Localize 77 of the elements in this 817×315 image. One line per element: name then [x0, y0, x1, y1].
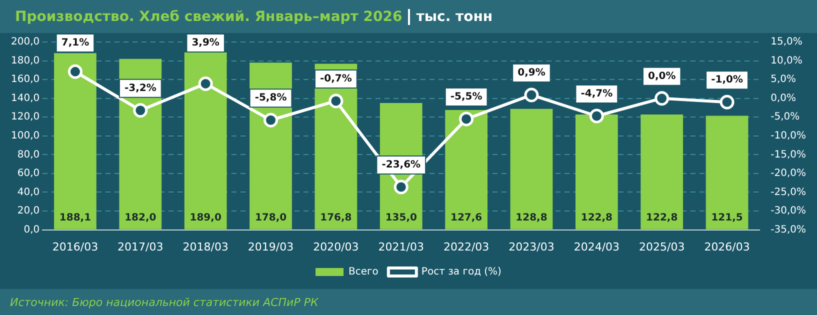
point	[68, 64, 82, 79]
y2-tick-label: -5,0%	[770, 112, 800, 123]
data-label: -1,0%	[711, 74, 743, 86]
data-label: 128,8	[516, 212, 548, 224]
data-label: 0,0%	[648, 70, 676, 82]
point	[654, 91, 670, 106]
point	[133, 103, 148, 118]
data-label: -3,2%	[124, 82, 156, 94]
point	[459, 112, 474, 126]
point	[720, 94, 734, 110]
y-tick-label: 140,0	[10, 92, 40, 104]
point	[394, 180, 408, 194]
x-tick-label: 2022/03	[443, 240, 490, 254]
data-label: -5,8%	[254, 92, 287, 104]
x-tick-label: 2017/03	[118, 240, 164, 254]
y2-tick-label: -35,0%	[770, 224, 806, 236]
data-label: 7,1%	[61, 38, 90, 49]
x-tick-label: 2023/03	[508, 240, 554, 254]
y-tick-label: 40,0	[17, 186, 40, 198]
data-label: 127,6	[450, 212, 482, 224]
point	[524, 88, 539, 102]
y2-tick-label: -10,0%	[770, 130, 806, 142]
legend-label: Рост за год (%)	[421, 266, 502, 278]
x-tick-label: 2016/03	[52, 240, 98, 254]
chart-subtitle: тыс. тонн	[416, 8, 493, 24]
y-tick-label: 0,0	[24, 224, 40, 236]
x-tick-label: 2018/03	[182, 240, 228, 254]
bar	[640, 114, 684, 230]
x-tick-label: 2025/03	[639, 240, 685, 254]
data-label: -23,6%	[382, 160, 421, 171]
data-label: 3,9%	[192, 38, 220, 49]
data-label: 176,8	[320, 212, 352, 224]
y2-tick-label: -30,0%	[770, 206, 806, 217]
legend-label: Всего	[348, 266, 378, 278]
x-tick-label: 2019/03	[248, 240, 294, 254]
data-label: 122,8	[580, 212, 613, 224]
data-label: 189,0	[190, 212, 222, 224]
x-tick-label: 2026/03	[704, 240, 750, 254]
data-label: 121,5	[711, 212, 743, 224]
y-tick-label: 60,0	[17, 168, 40, 180]
bar	[445, 110, 488, 230]
data-label: 122,8	[646, 212, 678, 224]
y2-tick-label: -25,0%	[770, 186, 806, 198]
chart-title: Производство. Хлеб свежий. Январь–март 2026	[15, 8, 402, 24]
y2-tick-label: -20,0%	[770, 168, 806, 180]
x-tick-label: 2021/03	[378, 240, 424, 254]
y-tick-label: 100,0	[10, 130, 40, 142]
x-tick-label: 2024/03	[574, 240, 620, 254]
y-tick-label: 180,0	[10, 55, 40, 66]
data-label: 178,0	[254, 212, 287, 224]
bar	[575, 114, 618, 230]
data-label: 188,1	[59, 212, 92, 224]
point	[589, 108, 604, 124]
bar	[510, 108, 553, 230]
data-label: -0,7%	[320, 74, 352, 85]
y2-tick-label: 10,0%	[770, 55, 802, 66]
point	[328, 94, 344, 108]
data-label: -5,5%	[450, 92, 482, 103]
data-label: 135,0	[385, 212, 417, 224]
y2-tick-label: -15,0%	[770, 149, 806, 160]
y2-tick-label: 15,0%	[770, 36, 802, 48]
y-tick-label: 20,0	[17, 206, 40, 217]
point	[198, 76, 213, 91]
y2-tick-label: 0,0%	[770, 92, 796, 104]
y-tick-label: 160,0	[10, 74, 40, 86]
y-tick-label: 200,0	[10, 36, 40, 48]
bar	[706, 116, 748, 230]
y-tick-label: 80,0	[17, 149, 40, 160]
y-tick-label: 120,0	[10, 112, 40, 123]
y2-tick-label: 5,0%	[770, 74, 796, 86]
data-label: -4,7%	[580, 88, 613, 100]
point	[264, 112, 278, 128]
x-tick-label: 2020/03	[313, 240, 359, 254]
data-label: 182,0	[124, 212, 156, 224]
data-label: 0,9%	[518, 68, 546, 79]
text: Источник: Бюро национальной статистики АСПиР РК	[0, 289, 817, 315]
bar	[54, 53, 96, 230]
